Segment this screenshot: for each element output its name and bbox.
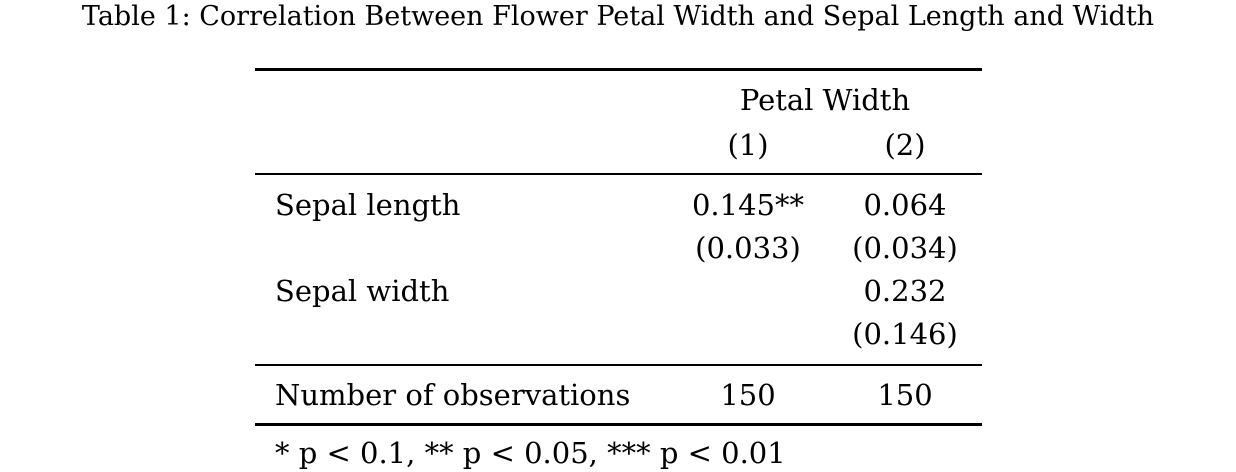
coefficient: 0.064 <box>863 188 947 222</box>
row-label: Sepal width <box>275 274 450 308</box>
coefficient <box>688 271 808 311</box>
dependent-variable-header: Petal Width <box>739 83 911 117</box>
coefficient: 0.232 <box>863 274 947 308</box>
top-rule <box>255 68 982 71</box>
model-label: (1) <box>727 128 769 162</box>
stats-rule <box>255 364 982 366</box>
standard-error: (0.146) <box>852 317 958 351</box>
table-caption: Table 1: Correlation Between Flower Peta… <box>81 1 1155 32</box>
standard-error: (0.033) <box>695 231 801 265</box>
row-label: Sepal length <box>275 188 461 222</box>
standard-error <box>688 314 808 354</box>
observation-count: 150 <box>720 378 776 412</box>
stats-label: Number of observations <box>275 378 631 412</box>
observation-count: 150 <box>877 378 933 412</box>
standard-error: (0.034) <box>852 231 958 265</box>
significance-note: * p < 0.1, ** p < 0.05, *** p < 0.01 <box>275 436 786 470</box>
model-label: (2) <box>884 128 926 162</box>
header-rule <box>255 173 982 175</box>
coefficient: 0.145** <box>691 188 805 222</box>
bottom-rule <box>255 423 982 426</box>
